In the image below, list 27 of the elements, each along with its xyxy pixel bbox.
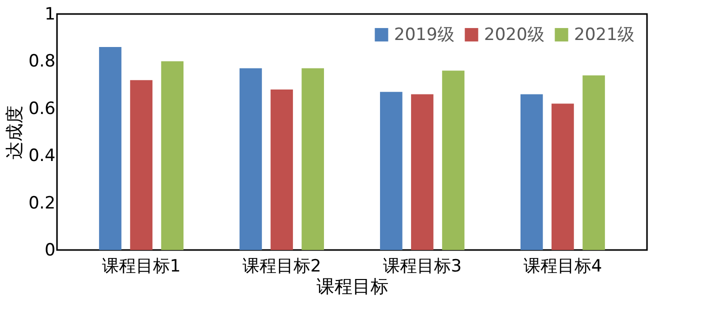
y-tick-label: 0.8 — [28, 52, 56, 72]
y-tick-label: 0.2 — [28, 193, 56, 214]
bar — [130, 80, 152, 250]
x-tick-label: 课程目标2 — [242, 256, 322, 276]
x-tick-label: 课程目标1 — [102, 256, 181, 276]
x-axis-title: 课程目标 — [316, 276, 388, 298]
bar — [442, 70, 464, 250]
bar — [552, 104, 574, 250]
y-axis-title: 达成度 — [4, 106, 26, 160]
x-tick-label: 课程目标3 — [382, 256, 462, 276]
x-tick-label: 课程目标4 — [523, 256, 602, 276]
y-tick-label: 0 — [44, 240, 56, 260]
legend-label: 2019级 — [394, 24, 454, 45]
y-tick-label: 1 — [44, 4, 56, 24]
bar — [270, 90, 293, 250]
bar — [240, 68, 262, 250]
y-tick-label: 0.4 — [28, 146, 56, 166]
bar — [302, 68, 324, 250]
bar — [380, 92, 402, 250]
bar — [582, 75, 605, 250]
bar — [411, 94, 434, 250]
legend-label: 2020级 — [484, 24, 544, 45]
bar — [520, 94, 543, 250]
legend-label: 2021级 — [574, 24, 634, 45]
bar — [161, 61, 184, 250]
bar — [99, 47, 122, 250]
y-tick-label: 0.6 — [28, 98, 56, 119]
